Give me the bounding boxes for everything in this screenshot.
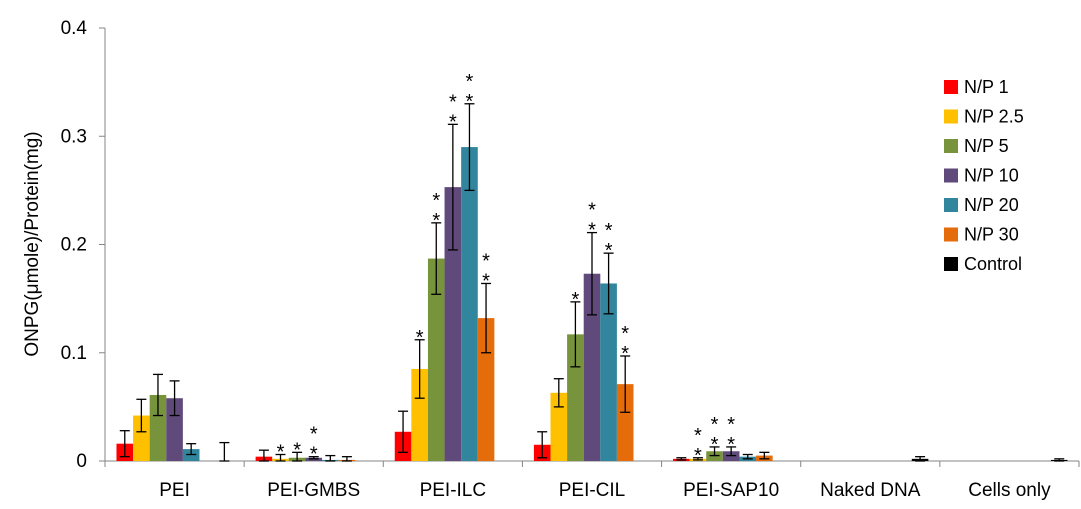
legend-label: N/P 1 — [964, 77, 1009, 97]
bar — [166, 398, 183, 461]
significance-star: * — [605, 220, 613, 242]
bar — [149, 394, 167, 461]
bar — [567, 334, 584, 461]
error-bars — [119, 103, 1065, 462]
significance-star: * — [727, 414, 735, 436]
x-tick-label: PEI-CIL — [559, 480, 626, 501]
legend-swatch — [944, 198, 958, 212]
legend-swatch — [944, 257, 958, 271]
significance-markers: ************************** — [277, 71, 736, 467]
legend-label: N/P 30 — [964, 225, 1019, 245]
significance-star: * — [711, 414, 719, 436]
bar — [133, 415, 150, 461]
bar — [616, 384, 634, 461]
y-tick-label: 0.1 — [61, 343, 87, 364]
significance-star: * — [293, 439, 301, 461]
x-tick-label: Naked DNA — [820, 480, 921, 501]
legend-label: N/P 2.5 — [964, 107, 1024, 127]
legend-swatch — [944, 227, 958, 242]
significance-star: * — [449, 111, 457, 133]
y-tick-label: 0.4 — [61, 18, 88, 39]
significance-star: * — [694, 425, 702, 447]
bar — [477, 318, 495, 461]
legend-swatch — [944, 80, 958, 94]
significance-star: * — [482, 250, 490, 272]
x-tick-label: PEI — [159, 480, 190, 501]
significance-star: * — [466, 71, 474, 93]
legend-label: N/P 10 — [964, 166, 1019, 186]
bar — [461, 147, 478, 461]
legend-label: Control — [964, 254, 1022, 274]
x-tick-label: PEI-GMBS — [267, 480, 360, 501]
significance-star: * — [432, 190, 440, 212]
significance-star: * — [605, 240, 613, 262]
significance-star: * — [466, 91, 474, 113]
bar — [583, 273, 601, 461]
x-tick-label: PEI-ILC — [420, 480, 487, 501]
significance-star: * — [310, 444, 318, 466]
y-tick-label: 0.3 — [61, 126, 87, 147]
significance-star: * — [621, 323, 629, 345]
legend-swatch — [944, 109, 958, 124]
significance-star: * — [727, 434, 735, 456]
y-tick-label: 0 — [76, 451, 87, 472]
legend-swatch — [944, 168, 958, 183]
bar — [444, 187, 462, 461]
legend-label: N/P 20 — [964, 195, 1019, 215]
legend-label: N/P 5 — [964, 136, 1009, 156]
significance-star: * — [310, 424, 318, 446]
bar — [427, 258, 445, 461]
bar — [600, 283, 617, 461]
significance-star: * — [482, 270, 490, 292]
legend-swatch — [944, 139, 958, 153]
significance-star: * — [277, 442, 285, 464]
significance-star: * — [711, 434, 719, 456]
y-axis-label: ONPG(μmole)/Protein(mg) — [22, 131, 43, 356]
y-tick-label: 0.2 — [61, 235, 87, 256]
legend: N/P 1 N/P 2.5 N/P 5 N/P 10 N/P 20 N/P 30 Contr… — [944, 77, 1024, 274]
x-tick-label: PEI-SAP10 — [683, 480, 779, 501]
significance-star: * — [588, 200, 596, 222]
significance-star: * — [694, 445, 702, 467]
bar — [550, 392, 568, 461]
significance-star: * — [621, 343, 629, 365]
significance-star: * — [449, 91, 457, 113]
significance-star: * — [416, 327, 424, 349]
bar — [411, 368, 428, 461]
significance-star: * — [432, 210, 440, 232]
significance-star: * — [588, 220, 596, 242]
x-tick-label: Cells only — [968, 480, 1051, 501]
significance-star: * — [572, 289, 580, 311]
